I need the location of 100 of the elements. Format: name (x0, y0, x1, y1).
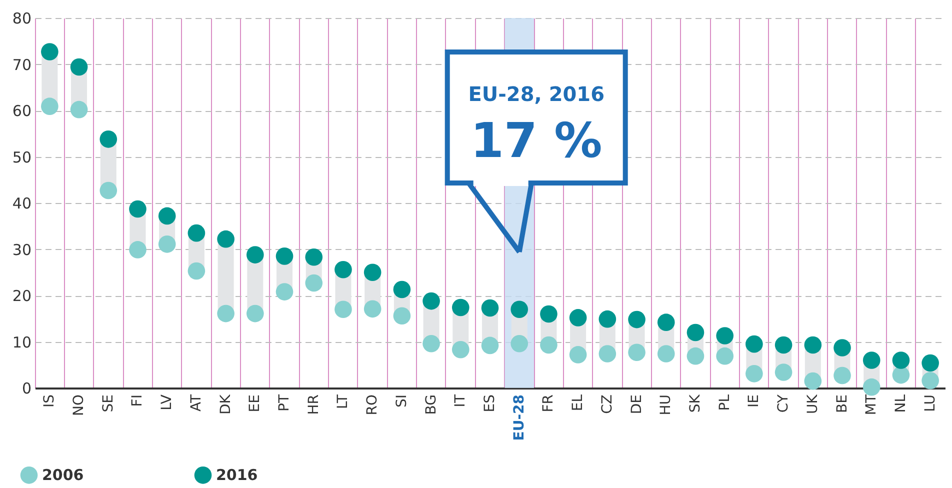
x-tick-label: LU (922, 394, 938, 412)
point (540, 305, 558, 323)
point (393, 280, 411, 298)
x-tick-label: AT (188, 394, 204, 412)
point (246, 246, 264, 264)
x-tick-label: CY (776, 394, 792, 413)
point (686, 347, 704, 365)
x-tick-label: NO (71, 394, 88, 416)
point (569, 309, 587, 326)
point (364, 264, 382, 282)
x-tick-label: IT (452, 394, 469, 408)
point (158, 236, 176, 253)
point (393, 307, 411, 324)
point (834, 366, 851, 384)
point (41, 43, 58, 60)
point (217, 304, 234, 322)
point (686, 324, 704, 342)
y-tick-label: 40 (12, 194, 32, 212)
x-tick-label: LT (335, 394, 352, 409)
point (716, 327, 734, 344)
x-tick-label: DE (628, 394, 645, 414)
x-tick-label: MT (864, 394, 880, 416)
x-tick-label: CZ (599, 394, 616, 414)
point (41, 98, 58, 115)
x-tick-label: HR (306, 394, 322, 415)
annotation: EU-28, 2016 (468, 82, 604, 106)
point (862, 378, 880, 396)
point (305, 248, 323, 266)
point (334, 260, 352, 278)
point (657, 314, 675, 331)
point (452, 340, 470, 358)
x-tick-label: SI (394, 394, 410, 408)
x-tick-label: BE (834, 394, 850, 413)
point (276, 248, 294, 265)
point (334, 300, 352, 318)
point (804, 372, 822, 390)
point (862, 352, 880, 369)
point (657, 345, 675, 362)
x-tick-label: UK (804, 394, 821, 414)
point (628, 344, 646, 362)
point (510, 334, 528, 352)
point (598, 310, 616, 328)
point (628, 310, 646, 328)
x-tick-label: LV (159, 394, 176, 410)
y-tick-label: 60 (12, 102, 32, 120)
point (569, 346, 587, 364)
x-tick-label: ES (482, 394, 498, 412)
y-tick-label: 10 (12, 333, 32, 352)
point (364, 300, 382, 318)
point (129, 200, 146, 218)
x-tick-label: PL (716, 394, 733, 411)
x-tick-label: EU-28 (511, 394, 528, 441)
y-tick-label: 30 (12, 240, 32, 259)
point (305, 274, 323, 292)
x-tick-label: DK (218, 394, 234, 414)
point (892, 366, 910, 384)
x-tick-label: HU (658, 394, 674, 416)
x-tick-label: NL (892, 394, 909, 413)
point (481, 299, 499, 317)
point (922, 354, 939, 372)
legend-label: 2016 (216, 466, 258, 484)
point (746, 335, 763, 353)
point (746, 365, 763, 382)
point (540, 336, 558, 354)
x-tick-label: SK (687, 394, 704, 413)
point (452, 298, 470, 316)
y-tick-label: 80 (12, 10, 32, 28)
y-tick-label: 70 (12, 56, 32, 74)
point (481, 336, 499, 354)
point (158, 207, 176, 225)
point (892, 352, 910, 369)
point (774, 364, 792, 381)
point (774, 336, 792, 354)
annotation: 17 % (470, 113, 602, 169)
x-tick-label: BG (423, 394, 440, 415)
x-tick-label: EL (570, 394, 586, 412)
point (100, 182, 118, 200)
point (598, 345, 616, 362)
point (129, 241, 146, 258)
x-tick-label: FI (130, 394, 146, 407)
point (70, 100, 88, 118)
x-tick-label: RO (364, 394, 381, 416)
point (276, 283, 294, 300)
x-tick-label: FR (540, 394, 557, 412)
point (246, 304, 264, 322)
point (188, 224, 206, 242)
point (188, 262, 206, 280)
x-tick-label: IS (42, 394, 58, 408)
x-tick-label: SE (100, 394, 116, 412)
x-tick-label: EE (247, 394, 264, 412)
point (422, 292, 440, 310)
point (100, 130, 118, 148)
y-tick-label: 50 (12, 148, 32, 166)
x-tick-label: PT (276, 394, 293, 412)
point (804, 336, 822, 354)
y-tick-label: 0 (22, 380, 32, 398)
point (217, 230, 234, 248)
point (922, 372, 939, 390)
y-tick-label: 20 (12, 287, 32, 305)
x-tick-label: IE (746, 394, 762, 408)
